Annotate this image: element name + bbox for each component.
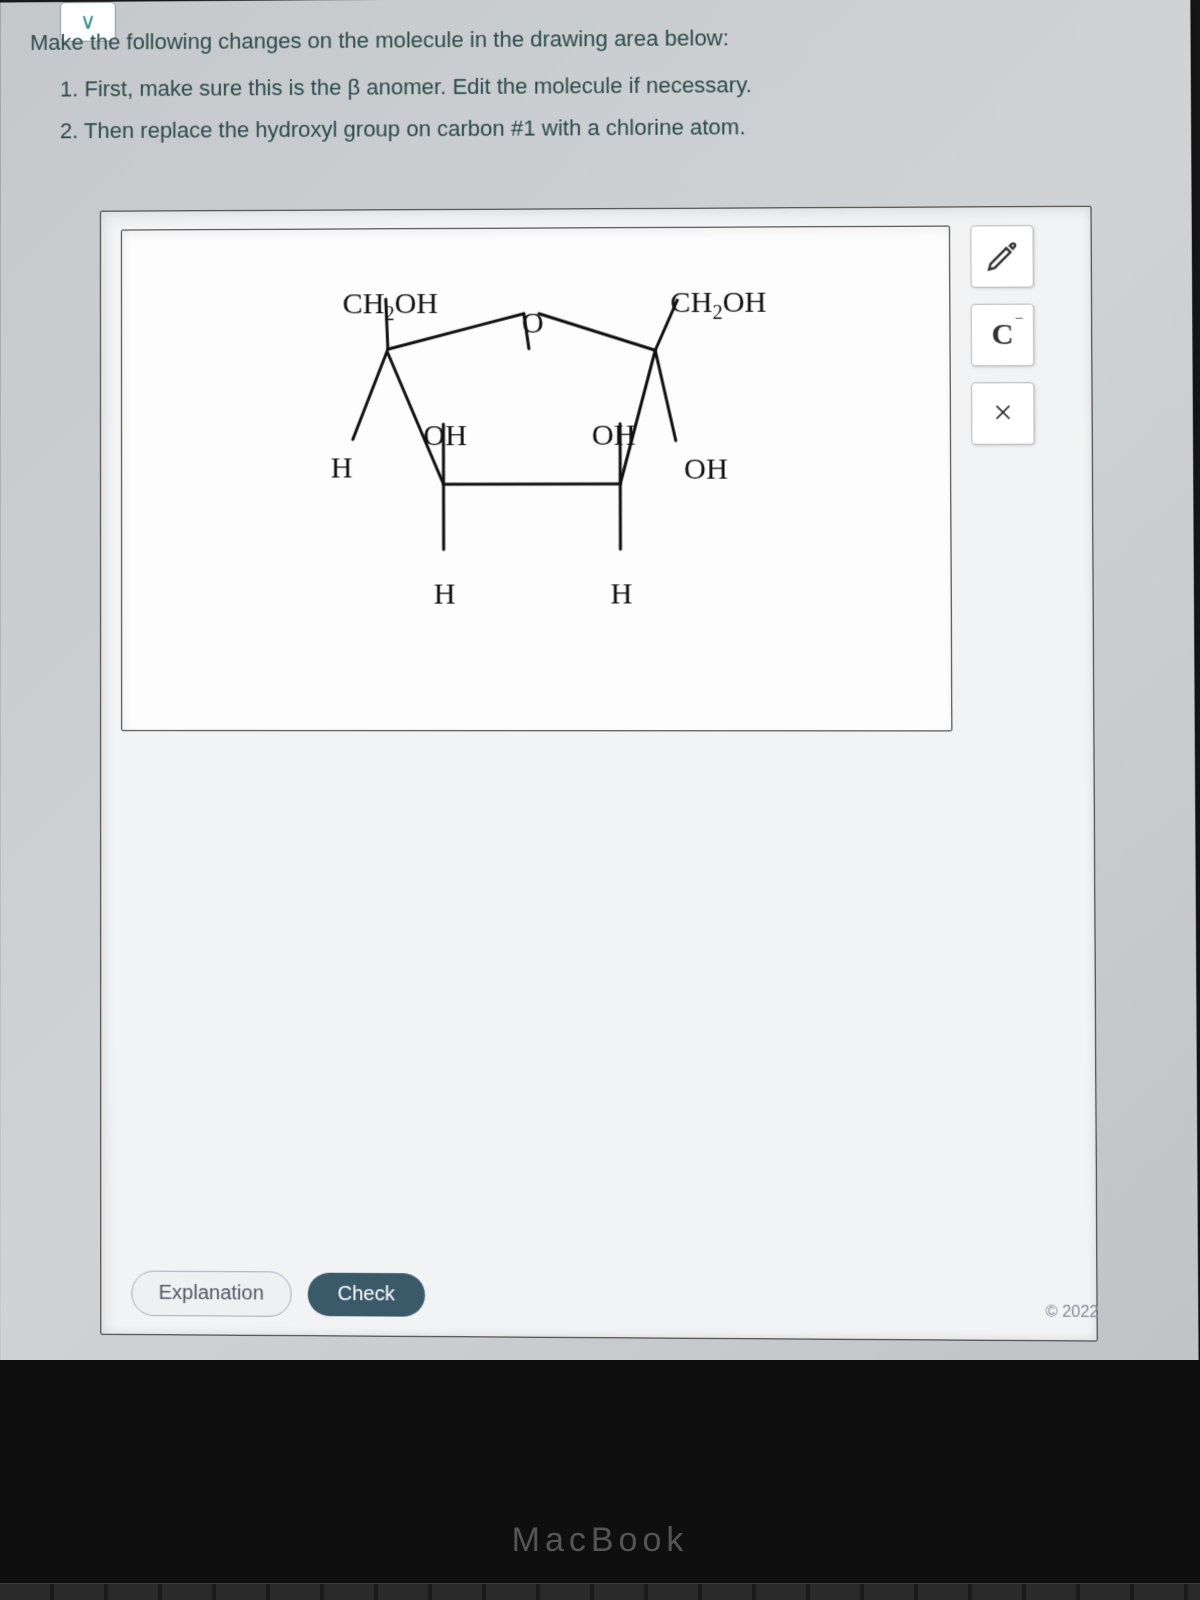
pencil-icon [985,239,1020,273]
step-1: 1. First, make sure this is the β anomer… [60,64,1171,108]
carbon-tool-sup: – [1016,311,1023,327]
toolbox: C – × [970,225,1083,461]
chem-label-c2_H: H [610,577,632,611]
chem-label-left_ch2oh: CH2OH [343,287,439,326]
pencil-tool-button[interactable] [970,225,1033,288]
copyright-text: © 2022 [1045,1304,1098,1323]
molecule-canvas[interactable]: CH2OHCH2OHOHOHOHOHHH [121,226,952,732]
explanation-button[interactable]: Explanation [131,1271,291,1317]
keyboard-edge [0,1583,1200,1600]
chem-label-c3_OH: OH [423,419,467,453]
check-button[interactable]: Check [307,1273,425,1317]
chem-label-c2_OH: OH [592,419,636,453]
chem-label-left_H_outer: H [331,451,353,485]
molecule-drawing: CH2OHCH2OHOHOHOHOHHH [122,227,951,731]
close-icon: × [993,394,1013,432]
chem-label-c3_H: H [434,578,456,612]
laptop-deck: MacBook [0,1360,1200,1600]
step-2: 2. Then replace the hydroxyl group on ca… [60,105,1171,149]
chem-label-ring_O: O [522,307,544,341]
close-tool-button[interactable]: × [971,382,1035,445]
chem-label-right_ch2oh: CH2OH [670,286,766,326]
carbon-tool-button[interactable]: C – [971,304,1034,367]
drawing-workspace: CH2OHCH2OHOHOHOHOHHH C – × Explanation C… [100,206,1098,1342]
instructions-block: Make the following changes on the molecu… [30,14,1171,153]
carbon-tool-label: C [991,318,1013,352]
intro-text: Make the following changes on the molecu… [30,16,1170,61]
question-card: ∨ Make the following changes on the mole… [0,0,1199,1391]
footer-buttons: Explanation Check [131,1271,425,1318]
chem-label-right_OH_outer: OH [684,453,728,487]
macbook-brand: MacBook [512,1521,689,1560]
